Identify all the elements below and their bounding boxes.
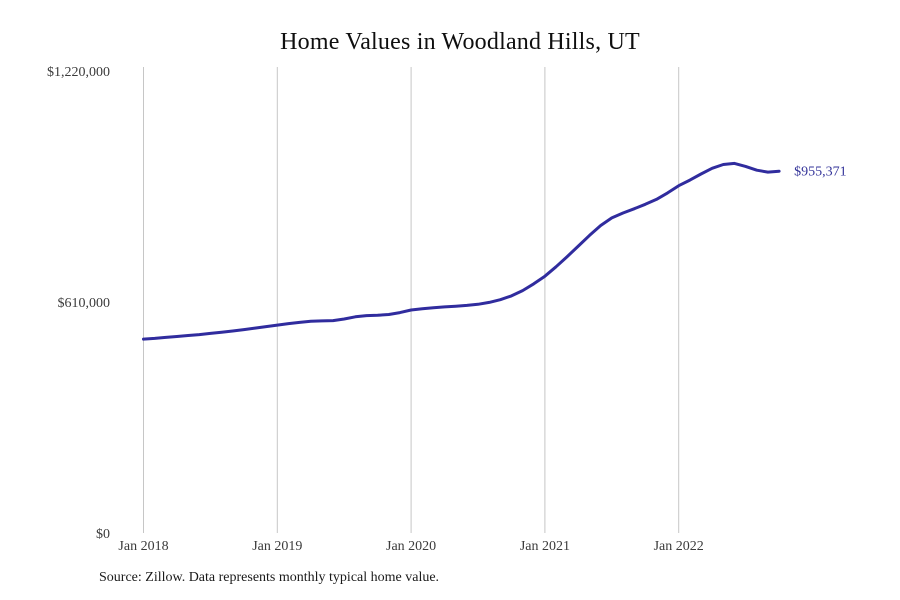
x-tick-label: Jan 2018 [118, 539, 168, 554]
y-tick-label: $1,220,000 [47, 65, 110, 80]
source-note: Source: Zillow. Data represents monthly … [99, 570, 440, 585]
x-tick-label: Jan 2020 [386, 539, 436, 554]
x-tick-label: Jan 2021 [520, 539, 570, 554]
chart-title: Home Values in Woodland Hills, UT [280, 29, 640, 55]
home-value-line [142, 161, 781, 341]
y-tick-label: $0 [96, 527, 110, 542]
x-tick-label: Jan 2019 [252, 539, 302, 554]
series-group: $955,371 [142, 161, 847, 341]
latest-value-label: $955,371 [794, 165, 847, 180]
gridlines-group [143, 67, 680, 533]
y-axis-labels-group: $0 $610,000 $1,220,000 [47, 65, 110, 542]
y-tick-label: $610,000 [58, 296, 111, 311]
x-tick-label: Jan 2022 [654, 539, 704, 554]
x-axis-labels-group: Jan 2018 Jan 2019 Jan 2020 Jan 2021 Jan 2022 [118, 539, 703, 554]
